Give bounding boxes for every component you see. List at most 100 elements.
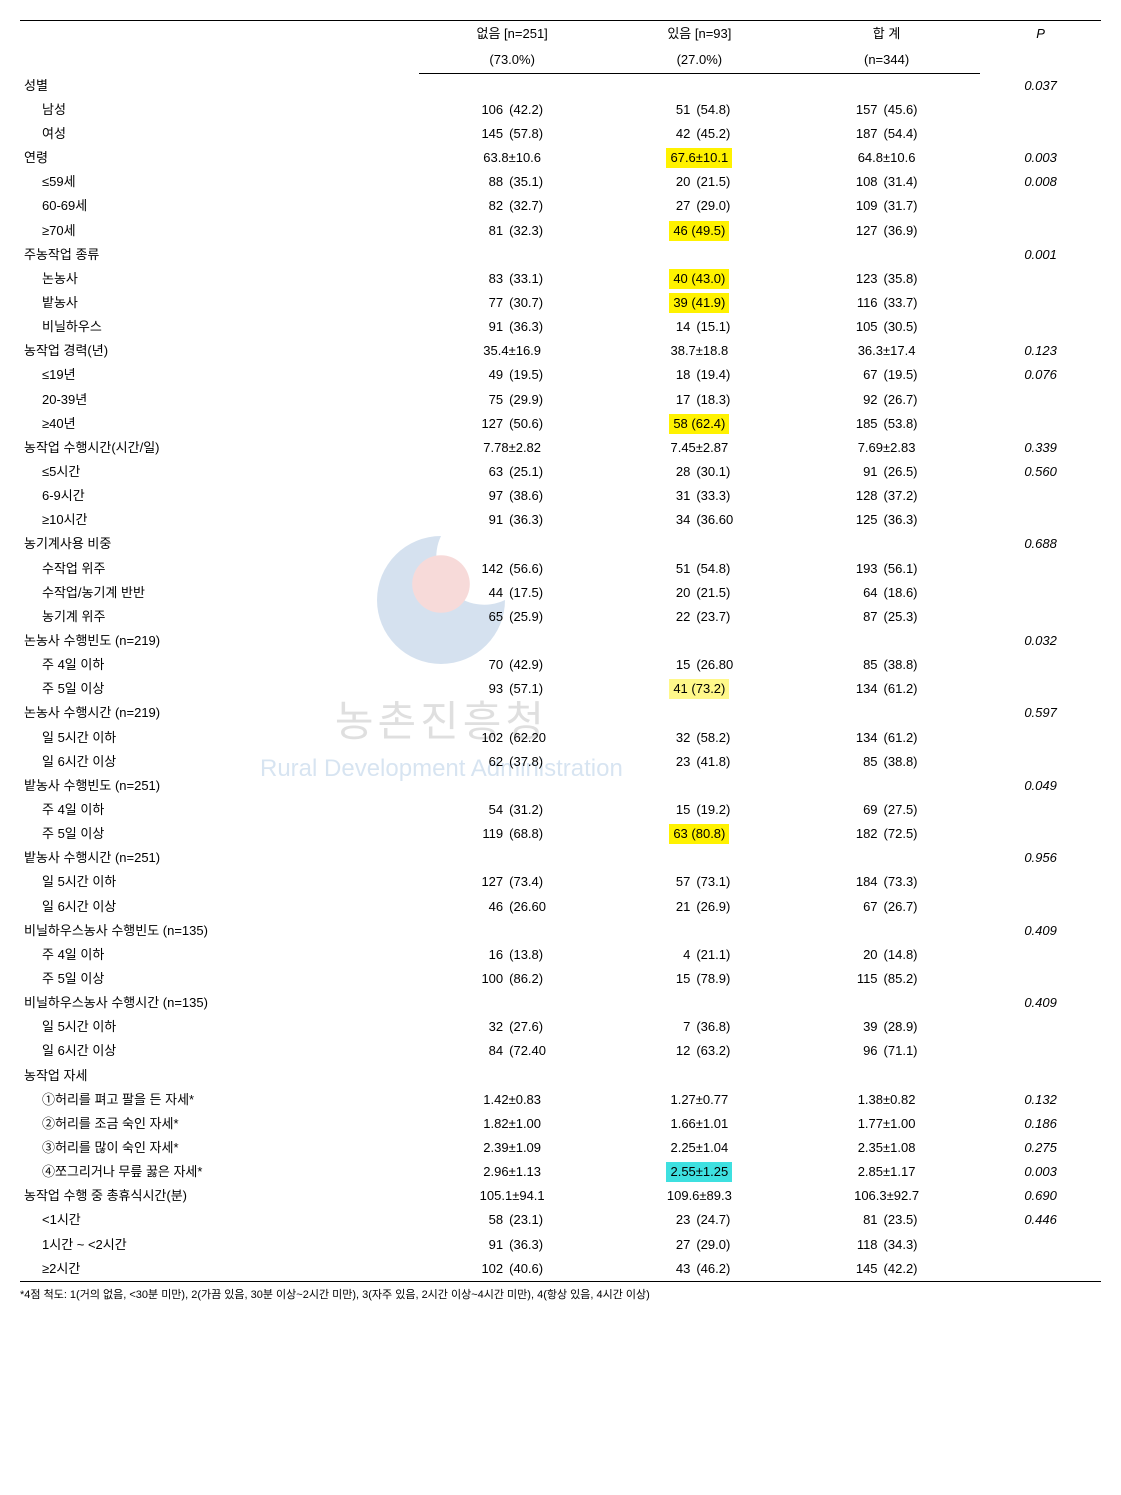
cell-c-n: 128 (793, 484, 884, 508)
table-row: 주 4일 이하54(31.2)15(19.2)69(27.5) (20, 798, 1101, 822)
cell-b-p: (73.1) (696, 870, 793, 894)
row-label: 성별 (20, 74, 419, 98)
row-label: 농작업 경력(년) (20, 339, 419, 363)
cell-c-p: (26.7) (884, 895, 981, 919)
cell-b: 109.6±89.3 (606, 1184, 793, 1208)
p-value: 0.032 (980, 629, 1101, 653)
col-sub-none: (73.0%) (419, 47, 606, 74)
p-value (980, 750, 1101, 774)
cell-c-n: 85 (793, 653, 884, 677)
p-value (980, 943, 1101, 967)
cell-b: 40 (43.0) (606, 267, 793, 291)
table-row: 밭농사 수행빈도 (n=251)0.049 (20, 774, 1101, 798)
cell-a-p: (25.9) (509, 605, 606, 629)
cell-a-p: (13.8) (509, 943, 606, 967)
cell-a-n: 102 (419, 1257, 510, 1282)
row-label: 일 5시간 이하 (20, 1015, 419, 1039)
cell-c-n: 125 (793, 508, 884, 532)
cell-c-p: (35.8) (884, 267, 981, 291)
cell-c-p: (26.7) (884, 388, 981, 412)
cell-a: 63.8±10.6 (419, 146, 606, 170)
cell-b-p: (21.1) (696, 943, 793, 967)
cell-a-p: (35.1) (509, 170, 606, 194)
cell-c-n: 69 (793, 798, 884, 822)
cell-a-p: (33.1) (509, 267, 606, 291)
p-value (980, 508, 1101, 532)
cell-b-n: 12 (606, 1039, 697, 1063)
p-value (980, 677, 1101, 701)
row-label: 1시간 ~ <2시간 (20, 1233, 419, 1257)
cell-b-n: 4 (606, 943, 697, 967)
cell-b-p: (29.0) (696, 194, 793, 218)
row-label: ≥70세 (20, 219, 419, 243)
table-row: ≤19년49(19.5)18(19.4)67(19.5)0.076 (20, 363, 1101, 387)
p-value (980, 267, 1101, 291)
cell-a-p: (30.7) (509, 291, 606, 315)
table-body: 성별0.037남성106(42.2)51(54.8)157(45.6)여성145… (20, 74, 1101, 1282)
cell-c-n: 157 (793, 98, 884, 122)
cell-c-n: 64 (793, 581, 884, 605)
cell-a-n: 70 (419, 653, 510, 677)
p-value (980, 484, 1101, 508)
cell-c-n: 184 (793, 870, 884, 894)
cell-a: 1.42±0.83 (419, 1088, 606, 1112)
cell-c-n: 91 (793, 460, 884, 484)
cell-b: 38.7±18.8 (606, 339, 793, 363)
cell-a-n: 142 (419, 557, 510, 581)
cell-b: 39 (41.9) (606, 291, 793, 315)
p-value: 0.690 (980, 1184, 1101, 1208)
table-row: 일 5시간 이하102(62.2032(58.2)134(61.2) (20, 726, 1101, 750)
cell-c-p: (31.7) (884, 194, 981, 218)
table-row: 여성145(57.8)42(45.2)187(54.4) (20, 122, 1101, 146)
row-label: 논농사 (20, 267, 419, 291)
row-label: 연령 (20, 146, 419, 170)
row-label: ≥40년 (20, 412, 419, 436)
cell-a-n: 54 (419, 798, 510, 822)
cell-b-p: (78.9) (696, 967, 793, 991)
cell-a-n: 49 (419, 363, 510, 387)
p-value: 0.001 (980, 243, 1101, 267)
cell-a-p: (62.20 (509, 726, 606, 750)
cell-a-n: 106 (419, 98, 510, 122)
row-label: 60-69세 (20, 194, 419, 218)
col-sub-yes: (27.0%) (606, 47, 793, 74)
cell-b-p: (33.3) (696, 484, 793, 508)
cell-c-n: 67 (793, 895, 884, 919)
cell-b-n: 20 (606, 581, 697, 605)
cell-b-n: 22 (606, 605, 697, 629)
cell-b-n: 31 (606, 484, 697, 508)
p-value (980, 1257, 1101, 1282)
cell-c-p: (61.2) (884, 726, 981, 750)
p-value (980, 122, 1101, 146)
cell-b-n: 57 (606, 870, 697, 894)
cell-a-n: 91 (419, 315, 510, 339)
p-value: 0.688 (980, 532, 1101, 556)
row-label: <1시간 (20, 1208, 419, 1232)
cell-a-p: (73.4) (509, 870, 606, 894)
row-label: ①허리를 펴고 팔을 든 자세* (20, 1088, 419, 1112)
cell-c-p: (28.9) (884, 1015, 981, 1039)
cell-c-p: (23.5) (884, 1208, 981, 1232)
cell-a-n: 91 (419, 1233, 510, 1257)
cell-a-n: 63 (419, 460, 510, 484)
table-row: 농작업 경력(년)35.4±16.938.7±18.836.3±17.40.12… (20, 339, 1101, 363)
cell-a-p: (42.9) (509, 653, 606, 677)
cell-b-p: (19.4) (696, 363, 793, 387)
p-value (980, 1015, 1101, 1039)
row-label: ≤59세 (20, 170, 419, 194)
p-value: 0.560 (980, 460, 1101, 484)
cell-b-n: 51 (606, 557, 697, 581)
cell-a-p: (29.9) (509, 388, 606, 412)
row-label: 일 6시간 이상 (20, 895, 419, 919)
cell-c-p: (72.5) (884, 822, 981, 846)
table-row: 60-69세82(32.7)27(29.0)109(31.7) (20, 194, 1101, 218)
cell-c-n: 185 (793, 412, 884, 436)
row-label: 농기계사용 비중 (20, 532, 419, 556)
cell-b: 1.27±0.77 (606, 1088, 793, 1112)
cell-c-p: (37.2) (884, 484, 981, 508)
table-row: 농기계 위주65(25.9)22(23.7)87(25.3) (20, 605, 1101, 629)
cell-c-n: 92 (793, 388, 884, 412)
row-label: 논농사 수행빈도 (n=219) (20, 629, 419, 653)
cell-a-p: (56.6) (509, 557, 606, 581)
cell-b-n: 32 (606, 726, 697, 750)
